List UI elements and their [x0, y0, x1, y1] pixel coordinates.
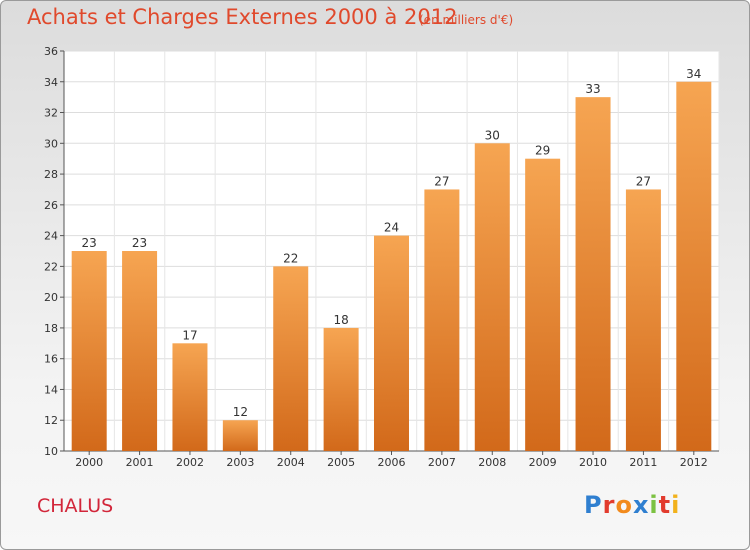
y-tick-label: 36 — [44, 45, 58, 58]
y-tick-label: 20 — [44, 291, 58, 304]
value-label: 34 — [686, 67, 701, 81]
x-tick-label: 2000 — [75, 456, 103, 469]
logo-letter: r — [602, 491, 616, 519]
value-label: 30 — [485, 128, 500, 142]
value-label: 24 — [384, 221, 399, 235]
x-tick-label: 2008 — [478, 456, 506, 469]
logo-letter: i — [671, 491, 681, 519]
commune-name: CHALUS — [37, 495, 114, 517]
proxiti-logo: Proxiti — [584, 491, 680, 519]
x-tick-label: 2006 — [378, 456, 406, 469]
logo-letter: i — [649, 491, 659, 519]
value-label: 12 — [233, 405, 248, 419]
value-label: 33 — [585, 82, 600, 96]
y-tick-label: 34 — [44, 76, 58, 89]
value-label: 23 — [82, 236, 97, 250]
logo-letter: x — [632, 491, 650, 519]
bar — [172, 343, 208, 451]
y-tick-label: 22 — [44, 260, 58, 273]
bar — [625, 189, 661, 451]
logo-letter: P — [584, 491, 603, 519]
x-tick-label: 2002 — [176, 456, 204, 469]
y-tick-label: 12 — [44, 414, 58, 427]
bar — [71, 251, 107, 451]
x-tick-label: 2001 — [126, 456, 154, 469]
bar — [474, 143, 510, 452]
value-label: 18 — [333, 313, 348, 327]
y-tick-label: 26 — [44, 199, 58, 212]
value-label: 27 — [434, 174, 449, 188]
value-label: 17 — [182, 328, 197, 342]
y-tick-label: 28 — [44, 168, 58, 181]
y-tick-label: 16 — [44, 353, 58, 366]
logo-letter: o — [615, 491, 633, 519]
value-label: 23 — [132, 236, 147, 250]
x-tick-label: 2005 — [327, 456, 355, 469]
value-label: 22 — [283, 251, 298, 265]
x-tick-label: 2007 — [428, 456, 456, 469]
bar — [676, 81, 712, 452]
x-tick-label: 2011 — [629, 456, 657, 469]
bar — [374, 235, 409, 451]
y-tick-label: 14 — [44, 383, 58, 396]
bar — [424, 189, 460, 451]
x-tick-label: 2010 — [579, 456, 607, 469]
bar — [273, 266, 309, 451]
bar — [222, 420, 258, 451]
bar — [575, 97, 611, 452]
x-tick-label: 2003 — [226, 456, 254, 469]
value-label: 27 — [636, 174, 651, 188]
logo-letter: t — [658, 491, 672, 519]
bar — [323, 327, 359, 451]
y-tick-label: 30 — [44, 137, 58, 150]
bar — [122, 251, 158, 451]
x-tick-label: 2009 — [529, 456, 557, 469]
y-tick-label: 18 — [44, 322, 58, 335]
y-tick-label: 24 — [44, 230, 58, 243]
value-label: 29 — [535, 144, 550, 158]
x-tick-label: 2004 — [277, 456, 305, 469]
chart-title: Achats et Charges Externes 2000 à 2012 — [27, 5, 458, 29]
bar — [525, 158, 561, 451]
y-tick-label: 10 — [44, 445, 58, 458]
chart-subtitle: (en milliers d'€) — [419, 13, 514, 27]
x-tick-label: 2012 — [680, 456, 708, 469]
y-tick-label: 32 — [44, 107, 58, 120]
